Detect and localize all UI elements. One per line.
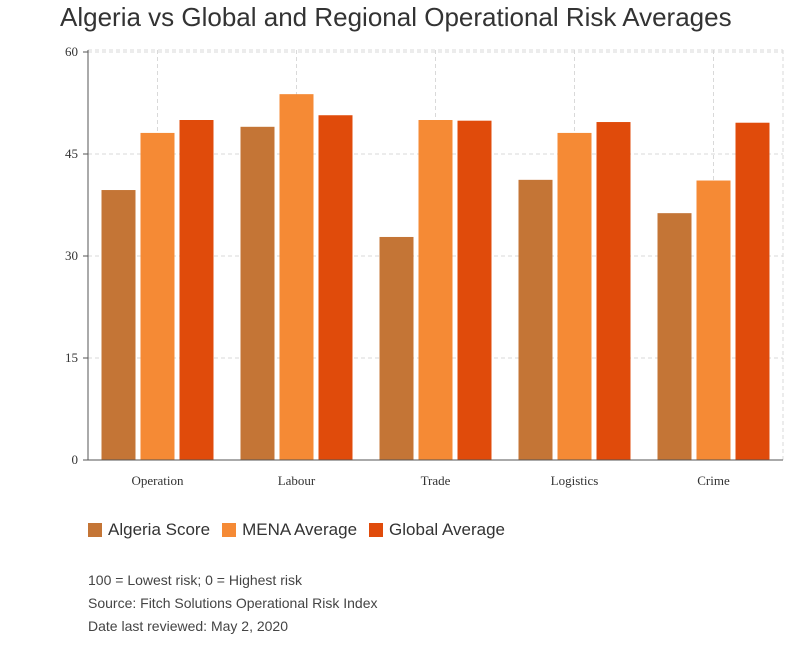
legend-label-algeria: Algeria Score xyxy=(108,520,211,539)
chart-notes: 100 = Lowest risk; 0 = Highest risk Sour… xyxy=(88,569,377,638)
bar-global-average-logistics xyxy=(596,122,631,460)
legend-swatch-global xyxy=(369,523,384,537)
legend-swatch-mena xyxy=(222,523,237,537)
bar-algeria-score-logistics xyxy=(518,179,553,460)
legend-item-algeria[interactable]: Algeria Score xyxy=(88,520,210,540)
y-tick-label-30: 30 xyxy=(65,248,78,263)
bar-algeria-score-trade xyxy=(379,236,414,460)
bar-global-average-operation xyxy=(179,120,214,460)
x-tick-label-crime: Crime xyxy=(697,473,730,488)
y-tick-label-60: 60 xyxy=(65,44,78,59)
bar-global-average-crime xyxy=(735,122,770,460)
legend-item-global[interactable]: Global Average xyxy=(369,520,505,540)
bar-mena-average-logistics xyxy=(557,132,592,461)
legend: Algeria Score MENA Average Global Averag… xyxy=(88,520,505,540)
note-date: Date last reviewed: May 2, 2020 xyxy=(88,618,288,634)
x-tick-label-logistics: Logistics xyxy=(551,473,599,488)
legend-label-mena: MENA Average xyxy=(242,520,358,539)
bar-algeria-score-operation xyxy=(101,190,136,461)
legend-item-mena[interactable]: MENA Average xyxy=(222,520,357,540)
y-tick-label-15: 15 xyxy=(65,350,78,365)
bar-mena-average-labour xyxy=(279,94,314,460)
x-tick-label-trade: Trade xyxy=(421,473,451,488)
x-tick-label-operation: Operation xyxy=(132,473,184,488)
legend-swatch-algeria xyxy=(88,523,102,537)
bar-global-average-trade xyxy=(457,120,492,461)
x-tick-label-labour: Labour xyxy=(278,473,316,488)
chart-title: Algeria vs Global and Regional Operation… xyxy=(60,2,732,32)
legend-label-global: Global Average xyxy=(389,520,505,539)
note-risk-scale: 100 = Lowest risk; 0 = Highest risk xyxy=(88,572,302,588)
y-tick-label-45: 45 xyxy=(65,146,78,161)
bar-global-average-labour xyxy=(318,115,353,461)
bar-mena-average-operation xyxy=(140,132,175,461)
bar-algeria-score-labour xyxy=(240,126,275,461)
note-source: Source: Fitch Solutions Operational Risk… xyxy=(88,595,378,611)
bar-mena-average-crime xyxy=(696,180,731,460)
bar-mena-average-trade xyxy=(418,120,453,460)
y-tick-label-0: 0 xyxy=(72,452,79,467)
bar-chart: 0 15 30 45 60 Operation Labour Trade Logistics Cr… xyxy=(65,44,784,488)
bar-algeria-score-crime xyxy=(657,213,692,460)
